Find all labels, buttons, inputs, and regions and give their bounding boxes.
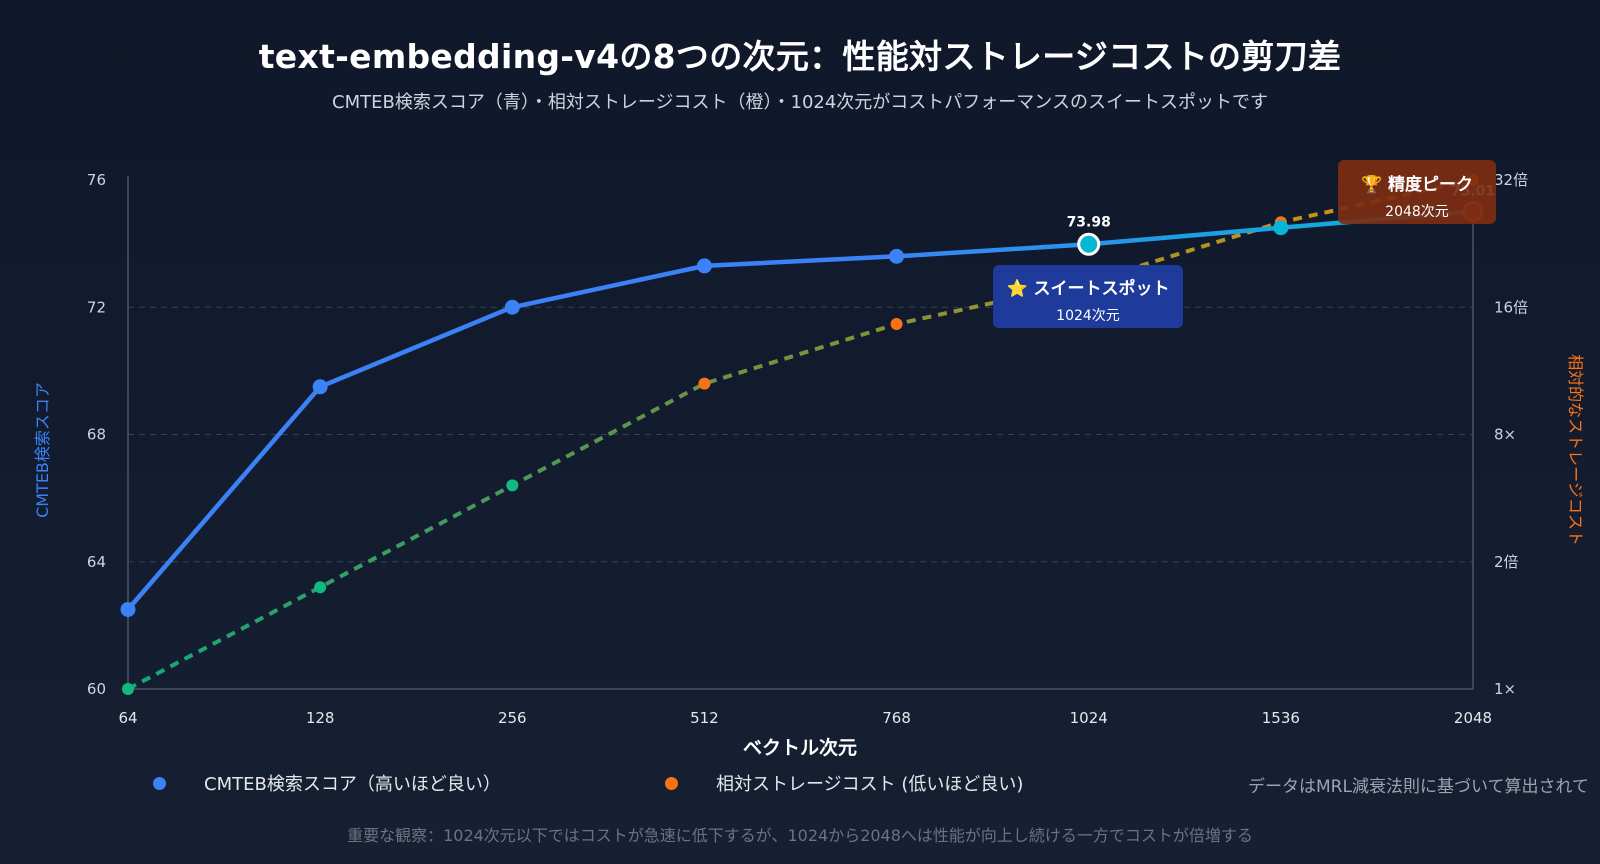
y-right-tick-label: 2倍 — [1494, 553, 1519, 571]
score-point — [120, 601, 136, 617]
data-note: データはMRL減衰法則に基づいて算出されて — [1248, 777, 1589, 797]
observation-note: 重要な観察：1024次元以下ではコストが急速に低下するが、1024から2048へ… — [347, 826, 1253, 845]
y-left-tick-label: 72 — [87, 298, 106, 316]
sweet-spot-callout: ⭐ スイートスポット 1024次元 — [993, 265, 1183, 328]
x-tick-label: 128 — [306, 709, 335, 727]
x-tick-label: 768 — [882, 709, 911, 727]
score-point — [696, 258, 712, 274]
cost-point — [506, 479, 519, 492]
y-right-tick-label: 8× — [1494, 426, 1516, 444]
legend-cost-label: 相対ストレージコスト (低いほど良い) — [716, 774, 1024, 795]
x-tick-label: 64 — [118, 709, 137, 727]
cost-point — [314, 581, 327, 594]
grid-lines — [128, 306, 1473, 563]
y-left-tick-label: 76 — [87, 171, 106, 189]
y-left-tick-label: 68 — [87, 426, 106, 444]
x-tick-label: 1536 — [1262, 709, 1300, 727]
score-point-highlight — [1077, 232, 1101, 256]
y-left-tick-label: 64 — [87, 553, 106, 571]
y-left-tick-label: 60 — [87, 680, 106, 698]
y-axis-left-label: CMTEB検索スコア — [33, 382, 52, 518]
cost-point — [698, 377, 711, 390]
axes — [127, 176, 1474, 690]
chart-subtitle: CMTEB検索スコア（青）・相対ストレージコスト（橙）・1024次元がコストパフ… — [332, 92, 1268, 113]
x-tick-label: 1024 — [1070, 709, 1108, 727]
tick-labels: 60 64 68 72 76 1× 2倍 8× 16倍 32倍 64 128 256 512 768 1024… — [87, 171, 1528, 727]
x-tick-label: 256 — [498, 709, 527, 727]
score-line — [126, 209, 1474, 611]
score-point — [1273, 220, 1289, 236]
y-right-tick-label: 16倍 — [1494, 298, 1528, 316]
y-right-tick-label: 1× — [1494, 680, 1516, 698]
legend-cost-marker — [665, 776, 678, 790]
peak-subtitle: 2048次元 — [1385, 204, 1449, 220]
sweet-spot-subtitle: 1024次元 — [1056, 308, 1120, 324]
peak-callout: 🏆 精度ピーク 2048次元 — [1338, 160, 1496, 224]
x-tick-label: 2048 — [1454, 709, 1492, 727]
sweet-spot-title: ⭐ スイートスポット — [1006, 279, 1170, 299]
legend-score[interactable]: CMTEB検索スコア（高いほど良い） — [153, 770, 501, 796]
chart-title: text-embedding-v4の8つの次元：性能対ストレージコストの剪刀差 — [258, 37, 1342, 76]
cost-point — [890, 318, 903, 331]
peak-title: 🏆 精度ピーク — [1360, 175, 1474, 195]
score-point — [312, 379, 328, 395]
y-axis-right-label: 相対的なストレージコスト — [1566, 354, 1585, 546]
score-series — [120, 201, 1484, 617]
cost-point — [122, 683, 134, 695]
x-axis-label: ベクトル次元 — [743, 736, 857, 759]
legend-score-marker — [153, 776, 166, 790]
score-point — [504, 299, 520, 315]
score-data-label: 73.98 — [1067, 214, 1111, 230]
x-tick-label: 512 — [690, 709, 719, 727]
legend-score-label: CMTEB検索スコア（高いほど良い） — [204, 774, 501, 795]
y-right-tick-label: 32倍 — [1494, 171, 1528, 189]
legend-cost[interactable]: 相対ストレージコスト (低いほど良い) — [665, 770, 1023, 796]
score-point — [889, 248, 905, 264]
